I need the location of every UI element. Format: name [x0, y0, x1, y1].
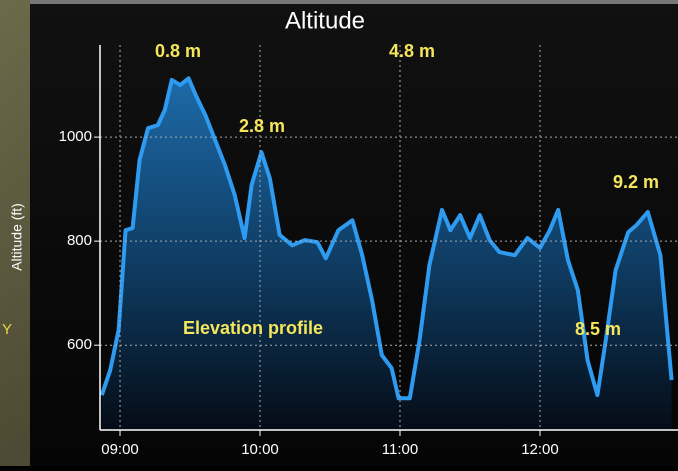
annotation: Elevation profile [183, 318, 323, 338]
edge-text: Y [2, 321, 12, 338]
y-tick-label: 1000 [59, 128, 92, 145]
x-tick-label: 11:00 [382, 441, 418, 458]
x-tick-label: 10:00 [241, 441, 279, 458]
y-tick-label: 600 [67, 336, 92, 353]
y-tick-label: 800 [67, 232, 92, 249]
panel-edge [30, 0, 678, 4]
annotation: 2.8 m [239, 116, 285, 136]
y-axis-label: Altitude (ft) [9, 203, 25, 271]
x-tick-label: 09:00 [101, 441, 139, 458]
x-tick-label: 12:00 [521, 441, 559, 458]
chart: Y Altitude Altitude (ft) 600 800 1000 09:00… [0, 0, 678, 466]
annotation: 4.8 m [389, 41, 435, 61]
annotation: 9.2 m [613, 172, 659, 192]
annotation: 0.8 m [155, 41, 201, 61]
annotation: 8.5 m [575, 319, 621, 339]
chart-title: Altitude [285, 7, 365, 34]
